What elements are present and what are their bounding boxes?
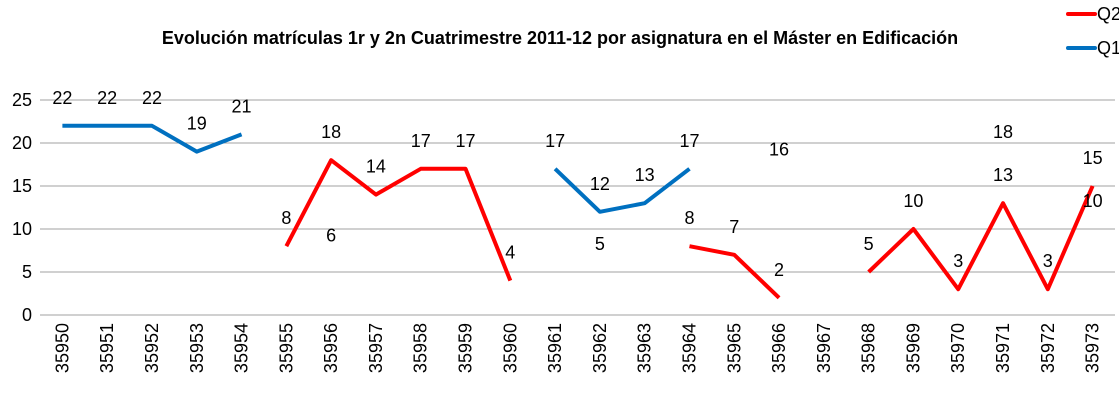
data-label: 7 (729, 217, 739, 237)
data-label: 3 (1043, 251, 1053, 271)
y-tick-label: 20 (12, 133, 32, 153)
y-tick-label: 10 (12, 219, 32, 239)
data-label: 14 (366, 157, 386, 177)
data-label: 13 (993, 165, 1013, 185)
y-tick-label: 25 (12, 90, 32, 110)
data-label: 17 (679, 131, 699, 151)
series-line (62, 123, 243, 154)
data-label: 18 (993, 122, 1013, 142)
x-tick-label: 35959 (456, 323, 476, 373)
x-tick-label: 35955 (276, 323, 296, 373)
x-tick-label: 35953 (187, 323, 207, 373)
x-tick-label: 35966 (769, 323, 789, 373)
x-tick-label: 35961 (545, 323, 565, 373)
x-tick-label: 35967 (814, 323, 834, 373)
series-line (689, 244, 781, 300)
x-tick-label: 35950 (52, 323, 72, 373)
legend-label: Q1 (1097, 38, 1119, 58)
x-tick-label: 35965 (724, 323, 744, 373)
data-label: 5 (595, 234, 605, 254)
data-label: 21 (232, 96, 252, 116)
x-tick-label: 35972 (1038, 323, 1058, 373)
data-label: 16 (769, 139, 789, 159)
y-tick-label: 0 (22, 305, 32, 325)
data-label: 3 (953, 251, 963, 271)
data-label: 5 (864, 234, 874, 254)
x-tick-label: 35951 (97, 323, 117, 373)
x-tick-label: 35962 (590, 323, 610, 373)
data-label: 22 (97, 88, 117, 108)
data-label: 13 (635, 165, 655, 185)
x-tick-label: 35960 (500, 323, 520, 373)
data-label: 17 (456, 131, 476, 151)
data-label: 6 (326, 225, 336, 245)
y-tick-label: 5 (22, 262, 32, 282)
series-line (867, 185, 1095, 292)
x-tick-label: 35968 (859, 323, 879, 373)
legend-label: Q2 (1097, 4, 1119, 24)
data-label: 15 (1083, 148, 1103, 168)
x-tick-label: 35958 (411, 323, 431, 373)
data-label: 2 (774, 260, 784, 280)
x-tick-label: 35957 (366, 323, 386, 373)
series-line (284, 158, 513, 282)
data-label: 4 (505, 243, 515, 263)
data-label: 10 (1083, 191, 1103, 211)
data-label: 19 (187, 114, 207, 134)
data-label: 12 (590, 174, 610, 194)
data-label: 17 (411, 131, 431, 151)
x-tick-label: 35971 (993, 323, 1013, 373)
x-tick-label: 35952 (142, 323, 162, 373)
chart-title: Evolución matrículas 1r y 2n Cuatrimestr… (161, 28, 959, 48)
x-tick-label: 35970 (948, 323, 968, 373)
x-tick-label: 35964 (679, 323, 699, 373)
x-tick-label: 35954 (232, 323, 252, 373)
data-label: 17 (545, 131, 565, 151)
data-label: 22 (52, 88, 72, 108)
data-label: 8 (281, 208, 291, 228)
data-label: 10 (903, 191, 923, 211)
x-tick-label: 35969 (903, 323, 923, 373)
data-label: 8 (684, 208, 694, 228)
data-label: 22 (142, 88, 162, 108)
data-label: 18 (321, 122, 341, 142)
x-tick-label: 35956 (321, 323, 341, 373)
x-tick-label: 35973 (1083, 323, 1103, 373)
series-line (553, 167, 691, 214)
x-tick-label: 35963 (635, 323, 655, 373)
y-tick-label: 15 (12, 176, 32, 196)
